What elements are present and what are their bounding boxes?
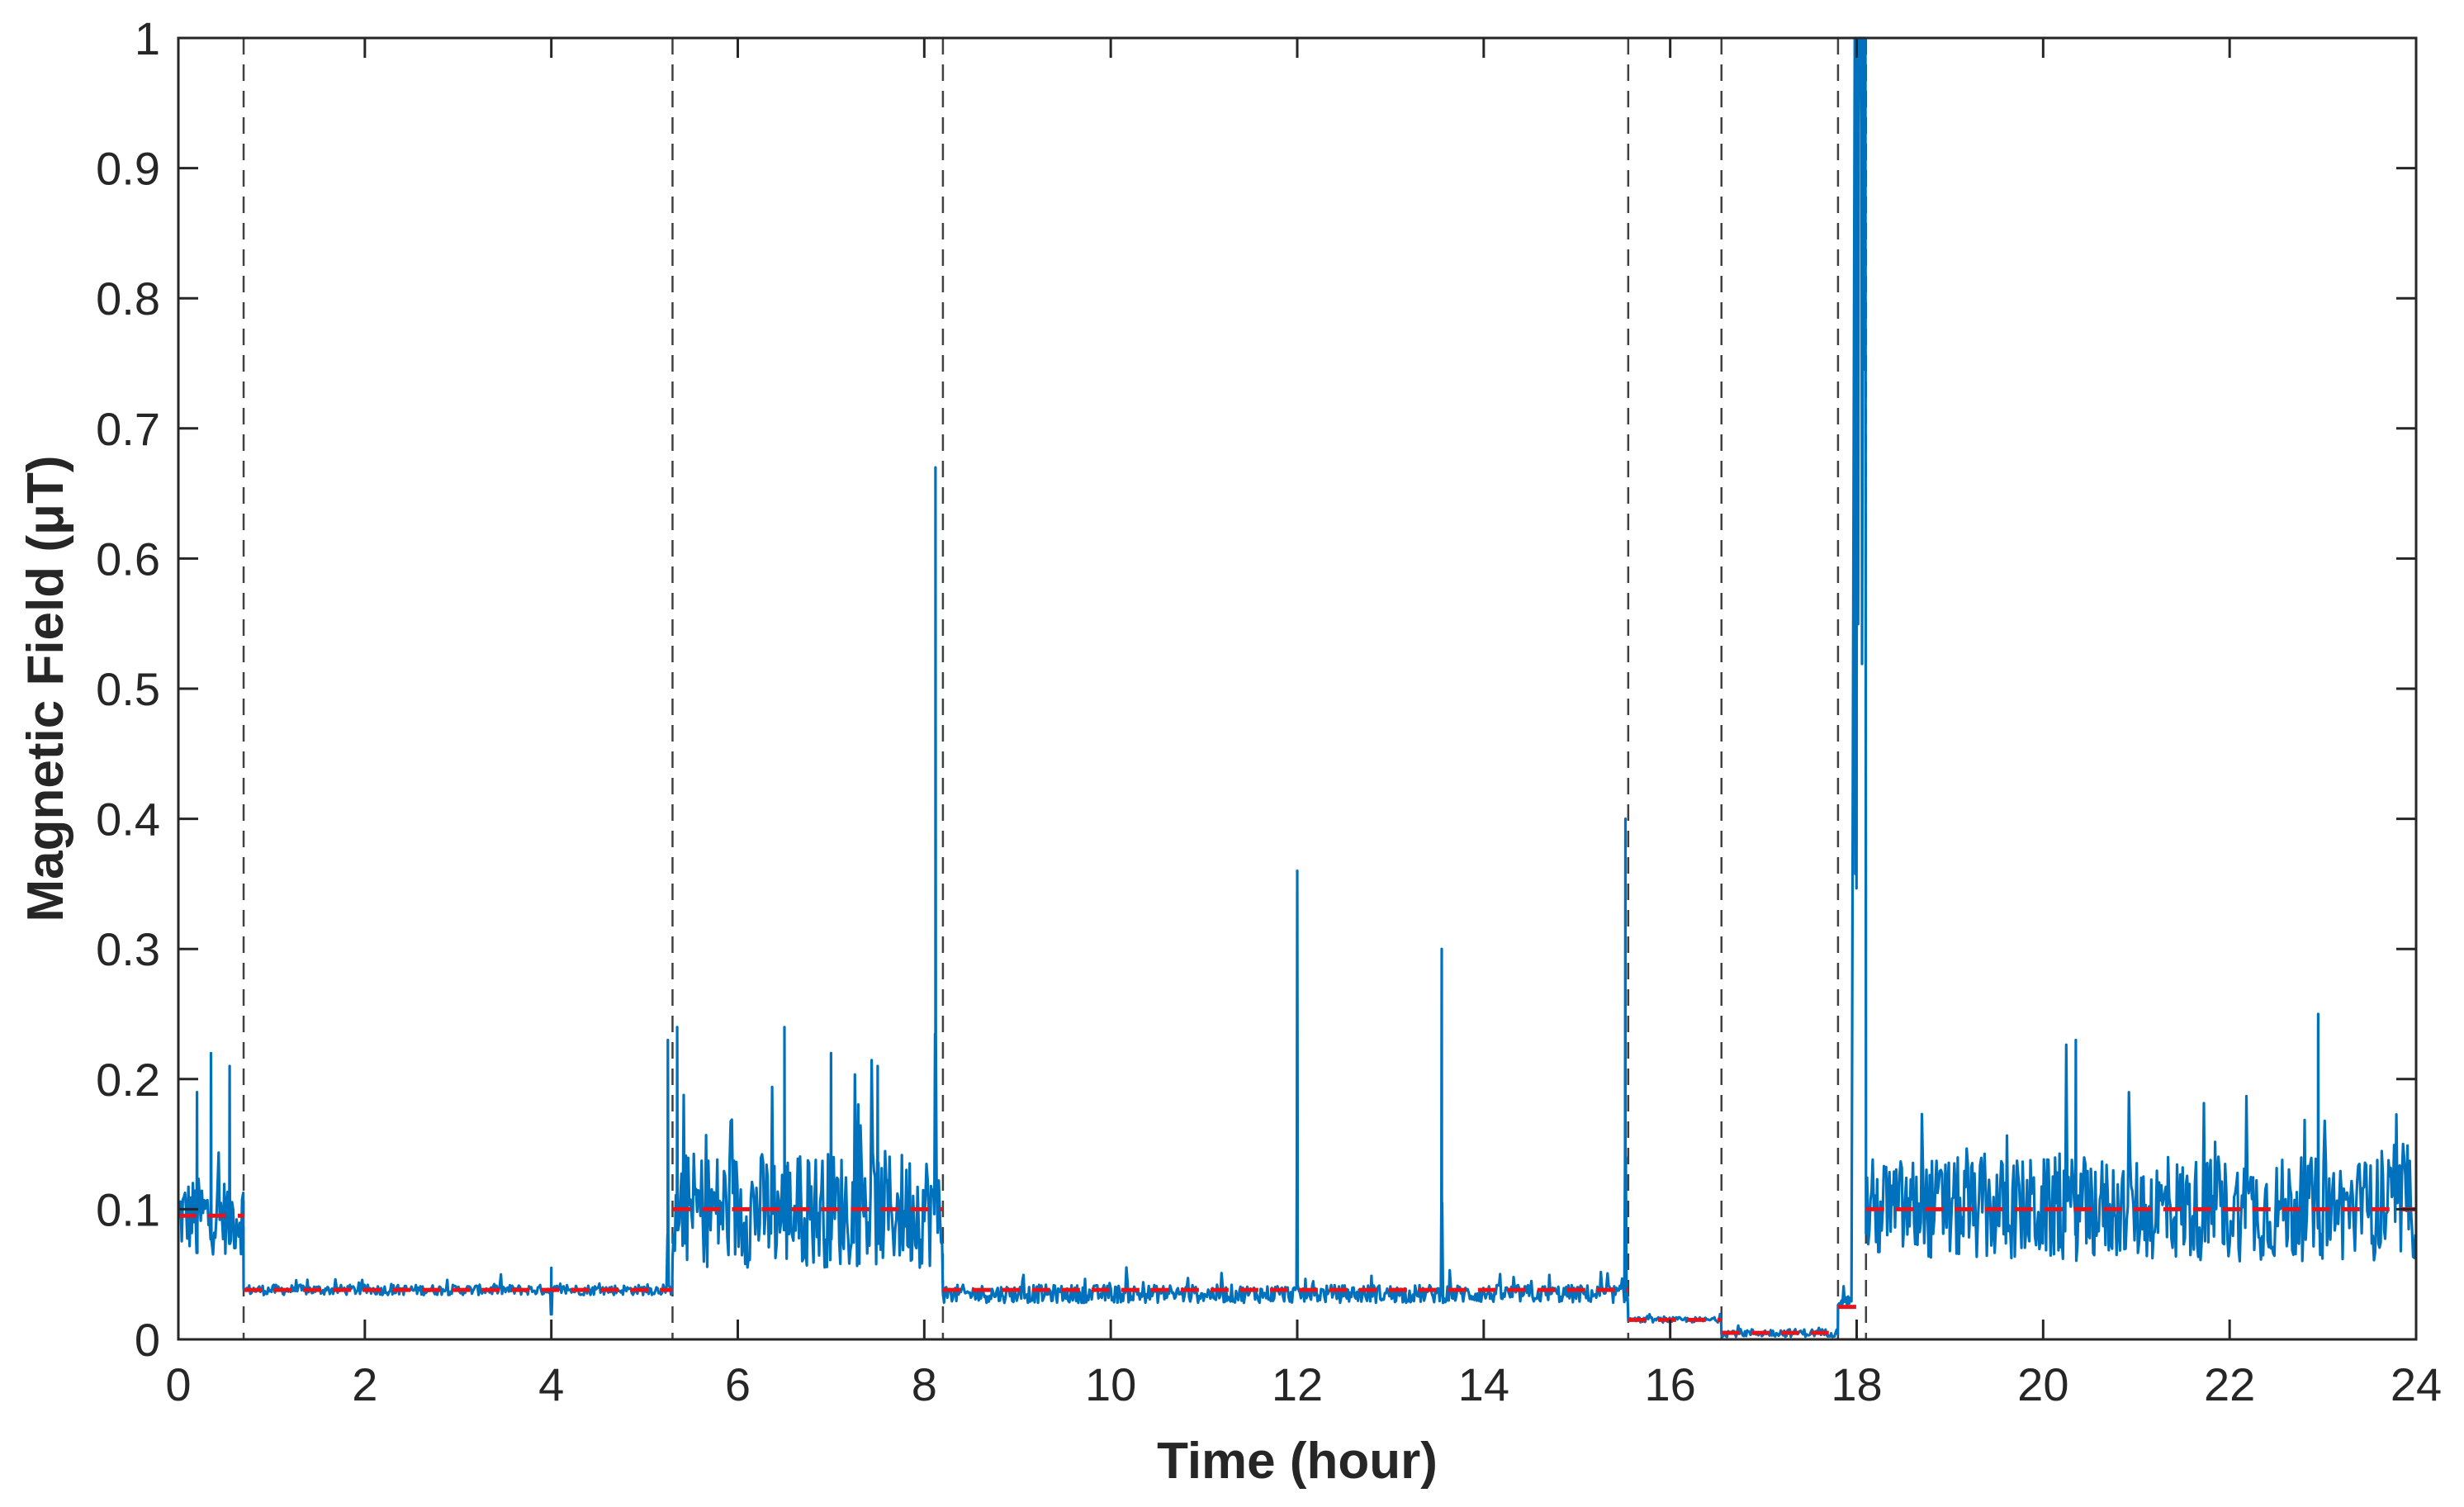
series-layer [177, 36, 2417, 1339]
x-tick-label: 20 [2017, 1358, 2068, 1410]
magnetic-field-series [177, 36, 2417, 1339]
y-tick-label: 0.3 [96, 923, 160, 975]
y-tick-label: 0.6 [96, 533, 160, 585]
x-tick-label: 6 [725, 1358, 751, 1410]
x-tick-label: 22 [2204, 1358, 2255, 1410]
x-tick-label: 0 [165, 1358, 191, 1410]
y-tick-label: 1 [135, 12, 160, 64]
y-tick-label: 0.5 [96, 663, 160, 715]
x-tick-label: 14 [1458, 1358, 1509, 1410]
y-tick-label: 0.7 [96, 403, 160, 455]
x-tick-label: 4 [538, 1358, 564, 1410]
axis-ticks: 0 2 4 6 8 10 12 14 16 18 20 22 2400.10.20.30.40.50.6… [96, 12, 2442, 1410]
y-tick-label: 0.8 [96, 272, 160, 325]
segment-mean-lines [178, 1206, 2416, 1335]
x-tick-label: 18 [1831, 1358, 1882, 1410]
x-tick-label: 16 [1645, 1358, 1696, 1410]
y-tick-label: 0.2 [96, 1054, 160, 1106]
y-tick-label: 0.4 [96, 794, 160, 846]
x-tick-label: 12 [1272, 1358, 1323, 1410]
y-tick-label: 0.1 [96, 1183, 160, 1235]
y-axis-label: Magnetic Field (μT) [17, 456, 74, 922]
y-tick-label: 0.9 [96, 143, 160, 195]
x-tick-label: 24 [2391, 1358, 2442, 1410]
y-tick-label: 0 [135, 1314, 160, 1366]
x-axis-label: Time (hour) [1157, 1433, 1438, 1490]
x-tick-label: 2 [352, 1358, 377, 1410]
x-tick-label: 8 [912, 1358, 937, 1410]
x-tick-label: 10 [1085, 1358, 1136, 1410]
